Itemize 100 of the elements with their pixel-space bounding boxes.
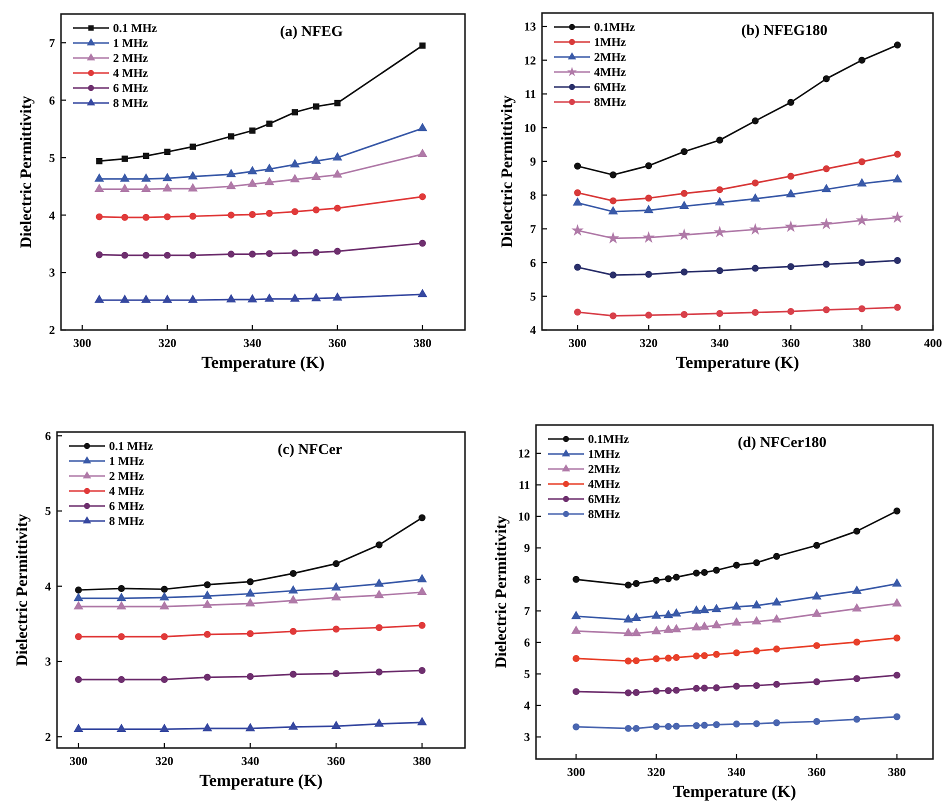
- point: [246, 578, 254, 586]
- point: [645, 194, 652, 202]
- legend-label: 4MHz: [594, 65, 627, 80]
- y-tick-label: 10: [524, 120, 536, 135]
- point: [692, 722, 700, 730]
- point: [645, 162, 652, 170]
- point: [418, 240, 426, 247]
- y-axis-title: Dielectric Permittivity: [18, 96, 35, 248]
- x-tick-label: 380: [413, 754, 432, 768]
- point: [248, 294, 257, 302]
- point: [246, 673, 254, 680]
- point: [164, 252, 171, 259]
- x-tick-label: 360: [327, 754, 346, 768]
- point: [160, 601, 169, 610]
- point: [672, 722, 680, 730]
- point: [858, 305, 866, 312]
- point: [894, 257, 901, 264]
- point: [332, 720, 341, 729]
- legend-label: 0.1MHz: [588, 432, 630, 446]
- point: [418, 123, 428, 132]
- point: [786, 189, 796, 198]
- x-tick-label: 380: [852, 336, 871, 350]
- point: [118, 585, 125, 592]
- point: [190, 144, 196, 150]
- y-tick-label: 12: [518, 446, 530, 461]
- point: [644, 205, 654, 214]
- point: [664, 687, 672, 694]
- point: [716, 267, 724, 274]
- point: [858, 56, 866, 64]
- point: [632, 657, 640, 664]
- x-tick-label: 300: [73, 336, 92, 350]
- point: [712, 620, 722, 628]
- point: [632, 689, 640, 696]
- point: [893, 713, 900, 720]
- x-tick-label: 320: [158, 336, 176, 350]
- point: [787, 98, 794, 106]
- point: [572, 198, 582, 206]
- point: [376, 541, 383, 548]
- point: [288, 586, 298, 594]
- point: [164, 148, 170, 156]
- point: [417, 587, 427, 596]
- point: [610, 312, 617, 320]
- point: [853, 528, 860, 535]
- point: [160, 724, 169, 732]
- point: [204, 674, 211, 681]
- point: [732, 618, 742, 626]
- point: [752, 117, 759, 124]
- point: [141, 174, 151, 182]
- point: [204, 581, 211, 588]
- point: [773, 719, 780, 726]
- point: [246, 588, 255, 597]
- point: [856, 214, 868, 225]
- point: [700, 684, 708, 692]
- y-tick-label: 4: [524, 698, 530, 713]
- point: [692, 684, 700, 692]
- point: [264, 294, 274, 302]
- point: [572, 611, 581, 620]
- y-tick-label: 6: [45, 428, 51, 443]
- y-tick-label: 6: [530, 256, 536, 270]
- point: [772, 614, 782, 623]
- y-tick-label: 9: [530, 154, 536, 169]
- point: [752, 179, 759, 186]
- point: [892, 212, 903, 222]
- legend-label: 1MHz: [594, 35, 627, 50]
- y-tick-label: 10: [518, 510, 530, 524]
- point: [228, 212, 235, 219]
- point: [266, 120, 273, 127]
- point: [610, 272, 617, 279]
- point: [74, 633, 82, 640]
- y-tick-label: 3: [524, 730, 530, 744]
- point: [664, 624, 673, 633]
- y-tick-label: 2: [49, 323, 55, 338]
- point: [332, 560, 340, 568]
- point: [632, 612, 641, 621]
- x-tick-label: 400: [924, 336, 942, 350]
- point: [892, 578, 902, 587]
- point: [312, 206, 320, 214]
- point: [610, 171, 617, 178]
- point: [712, 650, 720, 658]
- x-axis-title: Temperature (K): [199, 771, 323, 790]
- legend-label: 6MHz: [588, 492, 621, 506]
- point: [96, 213, 103, 220]
- point: [716, 136, 724, 144]
- y-tick-label: 5: [530, 289, 536, 304]
- point: [632, 580, 640, 587]
- point: [188, 183, 198, 192]
- point: [752, 600, 762, 608]
- point: [822, 184, 831, 192]
- text: (a) NFEG: [280, 24, 344, 40]
- legend-label: 8 MHz: [113, 96, 149, 110]
- point: [574, 264, 582, 271]
- point: [692, 606, 701, 614]
- point: [692, 652, 700, 660]
- point: [733, 682, 740, 690]
- y-axis-title: Dielectric Permittivity: [14, 514, 31, 666]
- point: [188, 171, 198, 180]
- legend-label: 0.1 MHz: [109, 439, 154, 454]
- point: [700, 568, 708, 576]
- point: [312, 248, 320, 256]
- x-tick-label: 360: [328, 336, 346, 350]
